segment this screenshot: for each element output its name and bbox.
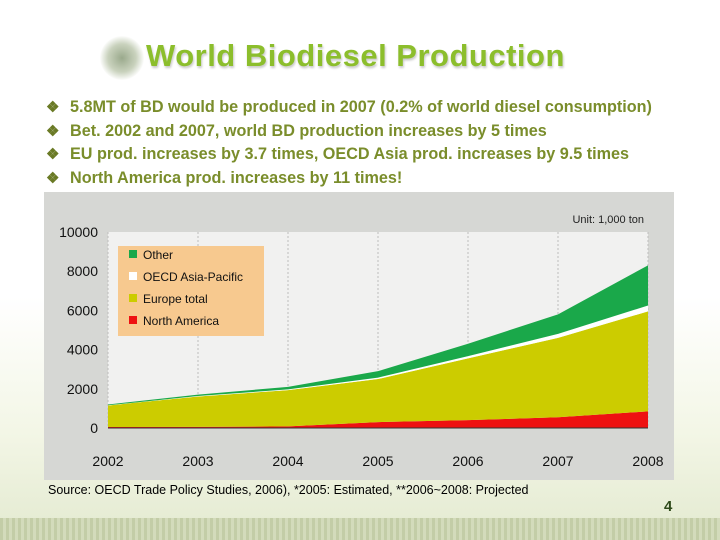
bullet-item: ❖ North America prod. increases by 11 tim…	[46, 167, 652, 191]
bullet-text: North America prod. increases by 11 time…	[70, 168, 403, 187]
y-tick-label: 8000	[67, 263, 98, 279]
y-tick-label: 6000	[67, 302, 98, 318]
legend-box	[118, 246, 264, 336]
bullet-text: EU prod. increases by 3.7 times, OECD As…	[70, 145, 629, 163]
x-tick-label: 2006	[452, 453, 483, 469]
legend-label: Other	[143, 248, 173, 262]
y-tick-label: 0	[90, 420, 98, 436]
diamond-bullet-icon: ❖	[46, 122, 60, 140]
legend-label: North America	[143, 314, 219, 328]
y-tick-label: 4000	[67, 342, 98, 358]
series-area-north-america	[108, 411, 648, 428]
legend-label: OECD Asia-Pacific	[143, 270, 243, 284]
stacked-area-chart: 0 2000 4000 6000 8000 10000 2002 2003 2004 2005 20…	[59, 214, 664, 469]
legend-swatch	[129, 294, 137, 302]
bullet-item: ❖ EU prod. increases by 3.7 times, OECD A…	[46, 143, 652, 167]
bullet-text: 5.8MT of BD would be produced in 2007 (0…	[70, 98, 652, 116]
title-decoration-orb	[100, 36, 144, 80]
slide-title: World Biodiesel Production	[146, 38, 565, 73]
footer-bar	[0, 518, 720, 540]
unit-label: Unit: 1,000 ton	[572, 214, 644, 226]
y-tick-label: 2000	[67, 381, 98, 397]
chart-panel: 0 2000 4000 6000 8000 10000 2002 2003 2004 2005 20…	[44, 192, 674, 480]
y-tick-label: 10000	[59, 224, 98, 240]
diamond-bullet-icon: ❖	[46, 146, 60, 163]
x-tick-label: 2008	[632, 453, 663, 469]
legend-swatch	[129, 272, 137, 280]
x-tick-label: 2007	[542, 453, 573, 469]
series-area-europe-total	[108, 311, 648, 428]
bullet-item: ❖ Bet. 2002 and 2007, world BD production…	[46, 120, 652, 144]
bullet-text: Bet. 2002 and 2007, world BD production …	[70, 121, 547, 140]
legend-label: Europe total	[143, 292, 208, 306]
diamond-bullet-icon: ❖	[46, 169, 60, 187]
bullet-list: ❖ 5.8MT of BD would be produced in 2007 (…	[46, 96, 652, 190]
x-tick-label: 2004	[272, 453, 303, 469]
x-tick-label: 2002	[92, 453, 123, 469]
legend-swatch	[129, 316, 137, 324]
page-number: 4	[664, 498, 673, 515]
source-note: Source: OECD Trade Policy Studies, 2006)…	[48, 483, 529, 497]
legend-swatch	[129, 250, 137, 258]
series-area-other	[108, 265, 648, 406]
bullet-item: ❖ 5.8MT of BD would be produced in 2007 (…	[46, 96, 652, 120]
x-tick-label: 2005	[362, 453, 393, 469]
x-tick-label: 2003	[182, 453, 213, 469]
diamond-bullet-icon: ❖	[46, 99, 60, 116]
